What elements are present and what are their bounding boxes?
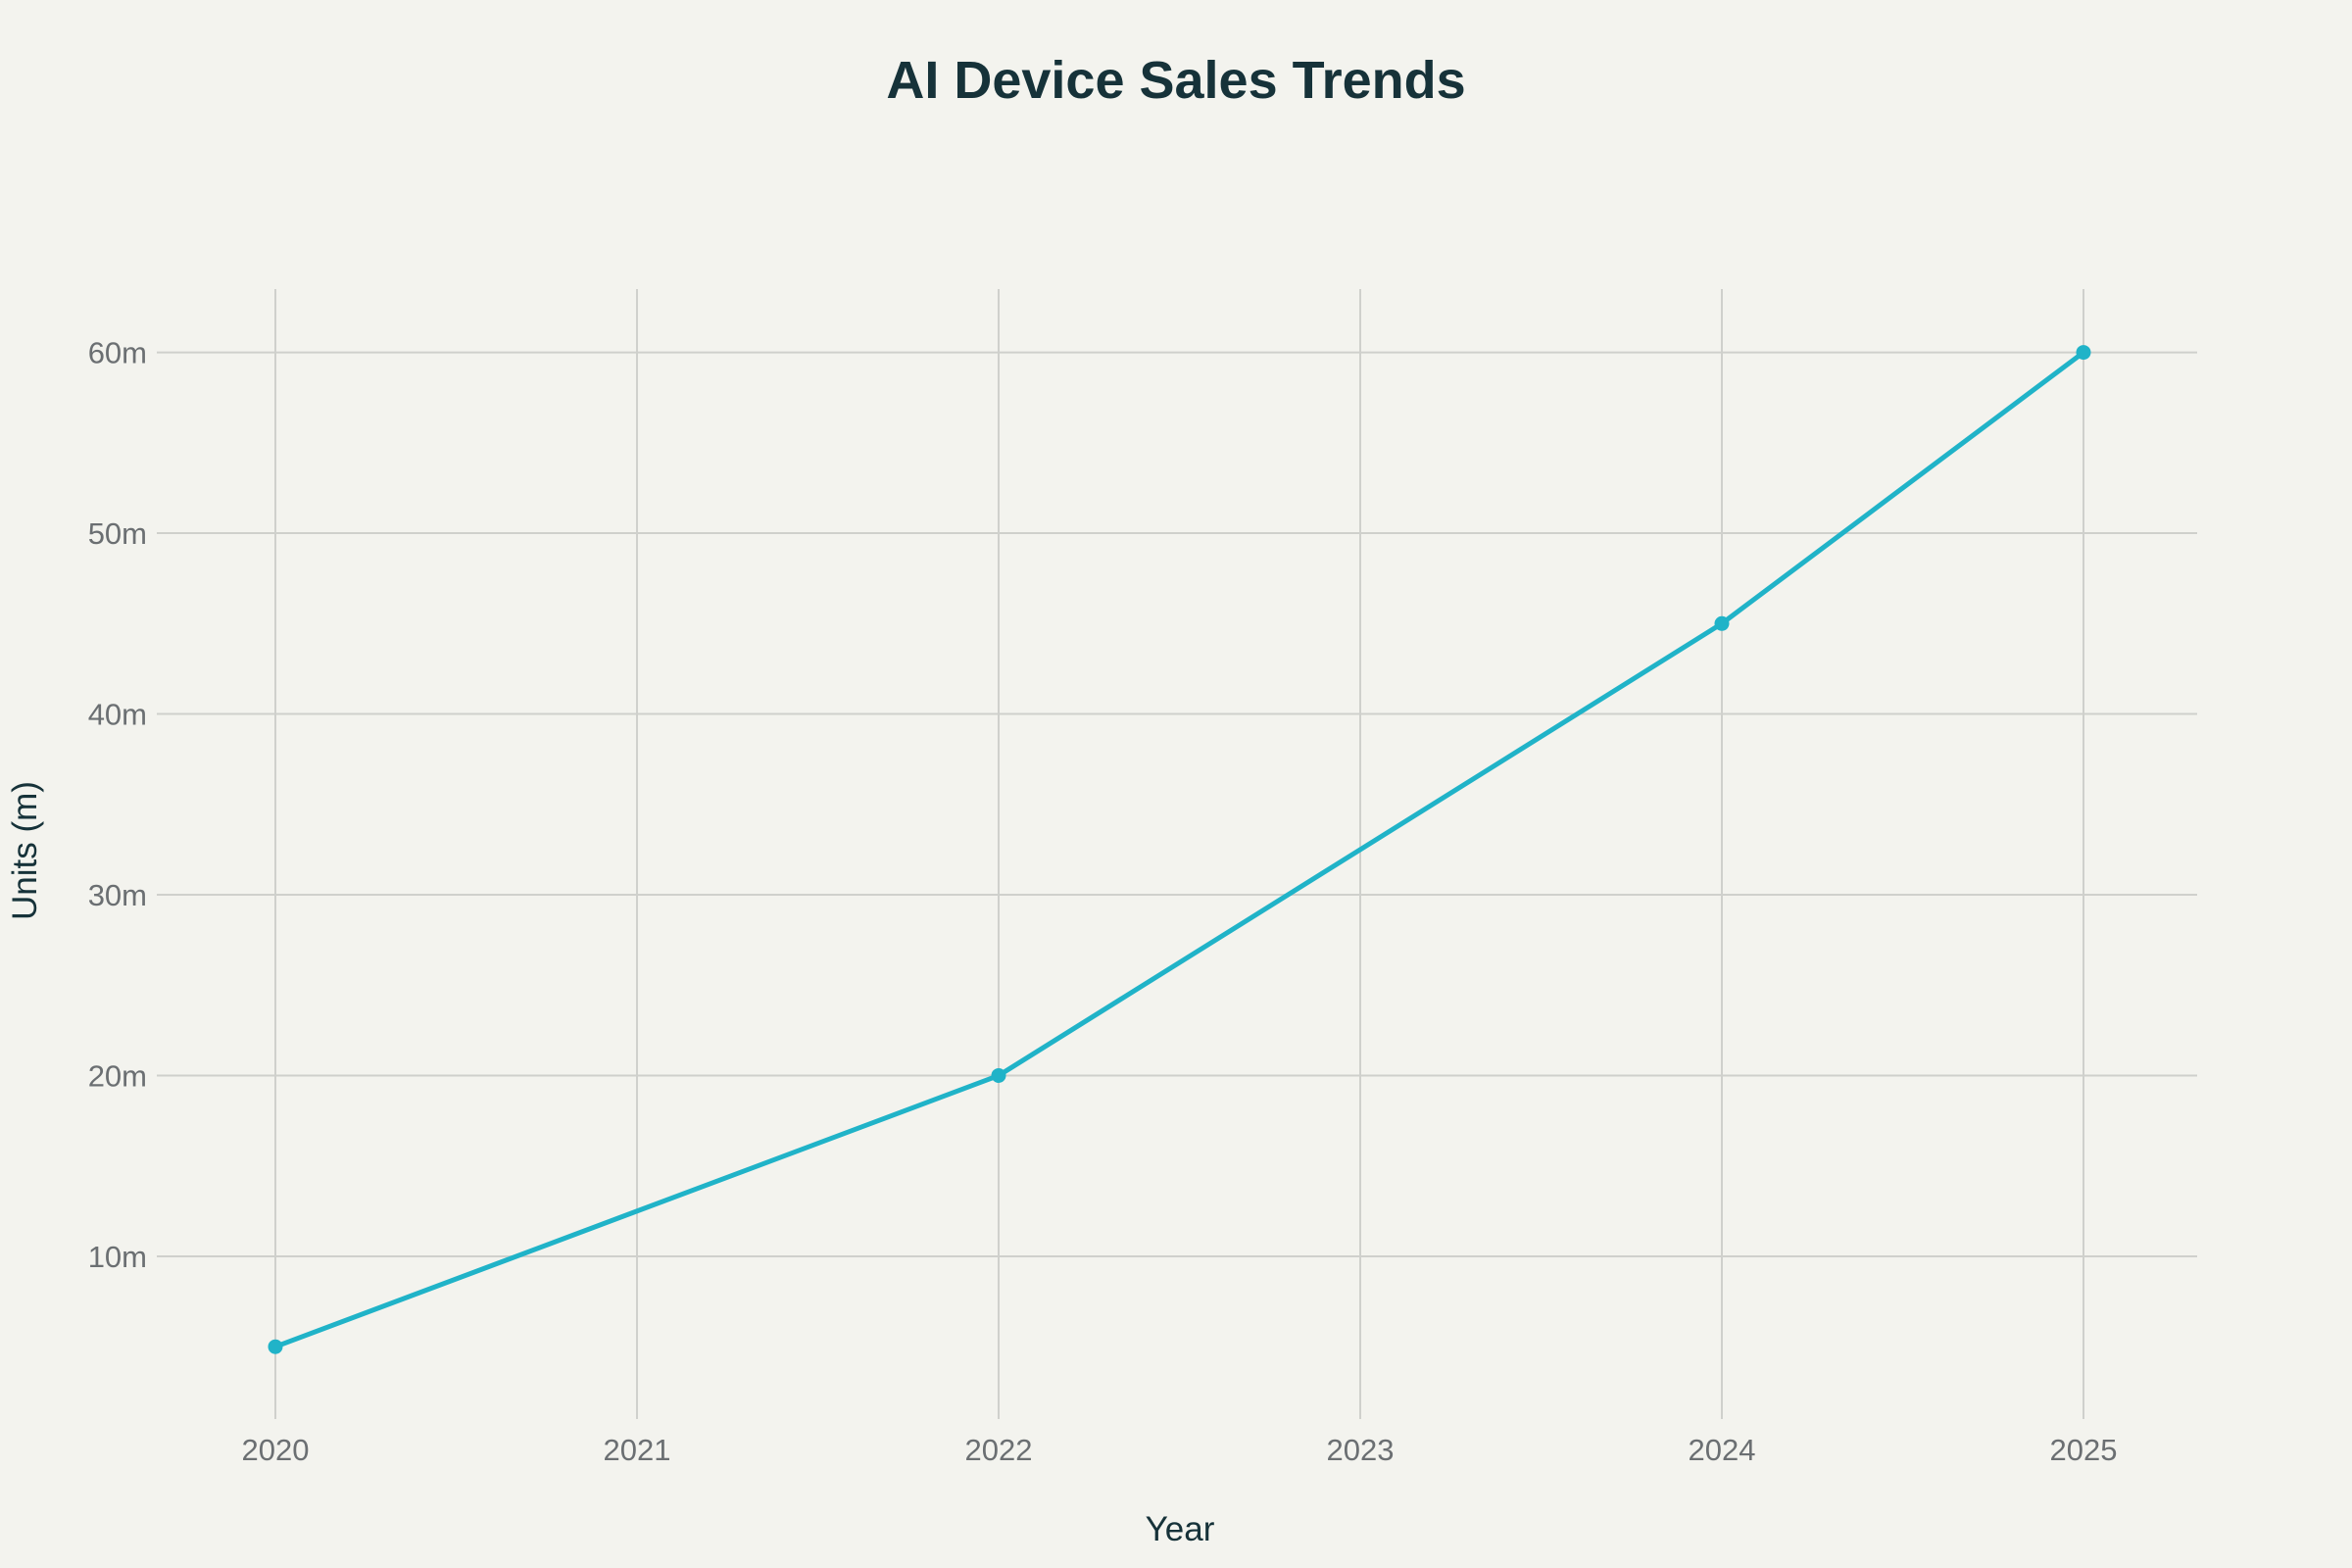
y-tick-label: 50m — [88, 516, 147, 551]
y-tick-label: 20m — [88, 1058, 147, 1093]
data-point-2025[interactable] — [2076, 345, 2091, 361]
y-tick-label: 40m — [88, 698, 147, 732]
x-tick-label: 2024 — [1689, 1433, 1756, 1467]
chart-title: AI Device Sales Trends — [886, 51, 1465, 110]
data-point-2022[interactable] — [991, 1067, 1006, 1083]
x-tick-label: 2021 — [604, 1433, 671, 1467]
tick-labels: 2020 2021 2022 2023 2024 2025 10m 20m 30m 40m 50m 6… — [88, 336, 2118, 1467]
grid-layer — [157, 289, 2197, 1419]
data-point-2024[interactable] — [1714, 615, 1730, 631]
y-axis-label: Units (m) — [6, 781, 44, 920]
x-tick-label: 2025 — [2050, 1433, 2118, 1467]
x-tick-label: 2023 — [1327, 1433, 1395, 1467]
y-tick-label: 60m — [88, 336, 147, 370]
x-tick-label: 2022 — [965, 1433, 1033, 1467]
data-point-2020[interactable] — [268, 1339, 283, 1354]
series-layer — [268, 345, 2091, 1354]
y-tick-label: 10m — [88, 1240, 147, 1274]
y-tick-label: 30m — [88, 878, 147, 912]
x-tick-label: 2020 — [242, 1433, 310, 1467]
series-line — [272, 350, 2086, 1349]
x-axis-label: Year — [1146, 1510, 1215, 1548]
